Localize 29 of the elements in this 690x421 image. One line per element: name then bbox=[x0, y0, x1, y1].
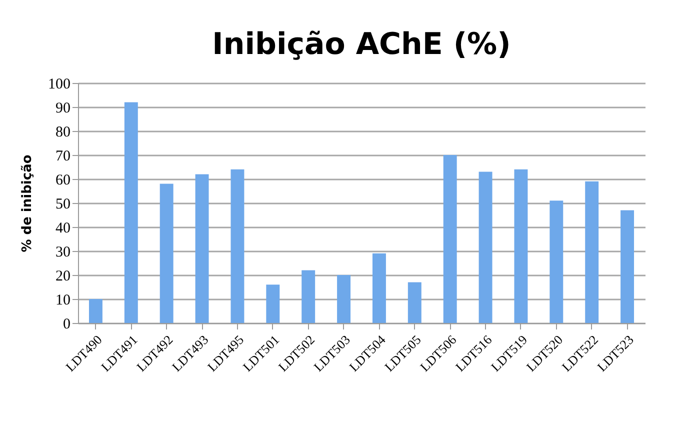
bar bbox=[443, 155, 457, 323]
y-tick-label: 70 bbox=[56, 148, 70, 164]
bar bbox=[408, 282, 422, 323]
bar bbox=[585, 181, 599, 323]
y-tick-label: 0 bbox=[63, 316, 70, 332]
chart-title: Inibição AChE (%) bbox=[212, 27, 511, 62]
bar bbox=[160, 184, 174, 323]
y-axis-title: % de inibição bbox=[20, 154, 35, 252]
bar bbox=[230, 169, 244, 323]
bar bbox=[550, 200, 564, 323]
y-tick-label: 30 bbox=[56, 244, 70, 260]
y-tick-label: 60 bbox=[56, 172, 70, 188]
y-tick-label: 90 bbox=[56, 100, 70, 116]
bar bbox=[124, 102, 138, 323]
bar bbox=[88, 299, 102, 323]
y-tick-label: 40 bbox=[56, 220, 70, 236]
y-tick-label: 100 bbox=[48, 76, 70, 92]
bar bbox=[195, 174, 209, 323]
bar bbox=[266, 284, 280, 323]
bar bbox=[514, 169, 528, 323]
y-tick-label: 20 bbox=[56, 268, 70, 284]
bar bbox=[302, 270, 316, 323]
bar bbox=[478, 172, 492, 323]
bar bbox=[337, 275, 351, 323]
bar bbox=[620, 210, 634, 323]
y-tick-label: 10 bbox=[56, 292, 70, 308]
bar bbox=[372, 253, 386, 323]
y-tick-label: 50 bbox=[56, 196, 70, 212]
y-tick-label: 80 bbox=[56, 124, 70, 140]
